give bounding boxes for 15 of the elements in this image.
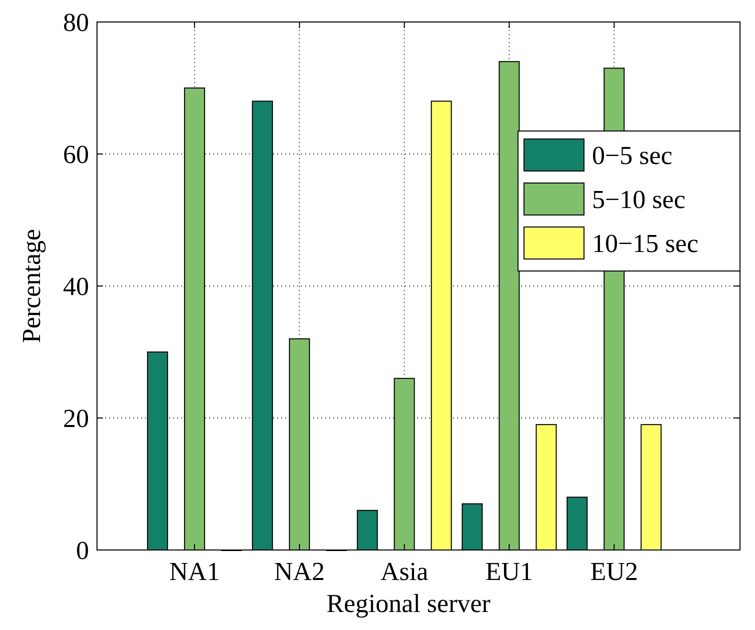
y-tick-label: 0 (76, 536, 89, 566)
y-axis-title: Percentage (17, 228, 46, 344)
y-tick-label: 60 (63, 140, 89, 170)
x-tick-label: NA1 (169, 557, 220, 586)
x-tick-label: EU2 (590, 557, 638, 586)
y-tick-label: 20 (63, 404, 89, 434)
legend-label: 10−15 sec (592, 229, 698, 258)
legend-label: 5−10 sec (592, 185, 686, 214)
legend-label: 0−5 sec (592, 141, 672, 170)
x-tick-label: EU1 (485, 557, 534, 586)
x-tick-label: Asia (380, 557, 429, 586)
y-tick-label: 80 (63, 8, 89, 38)
x-tick-label: NA2 (274, 557, 325, 586)
x-axis-title: Regional server (326, 589, 491, 618)
y-tick-label: 40 (63, 272, 89, 302)
